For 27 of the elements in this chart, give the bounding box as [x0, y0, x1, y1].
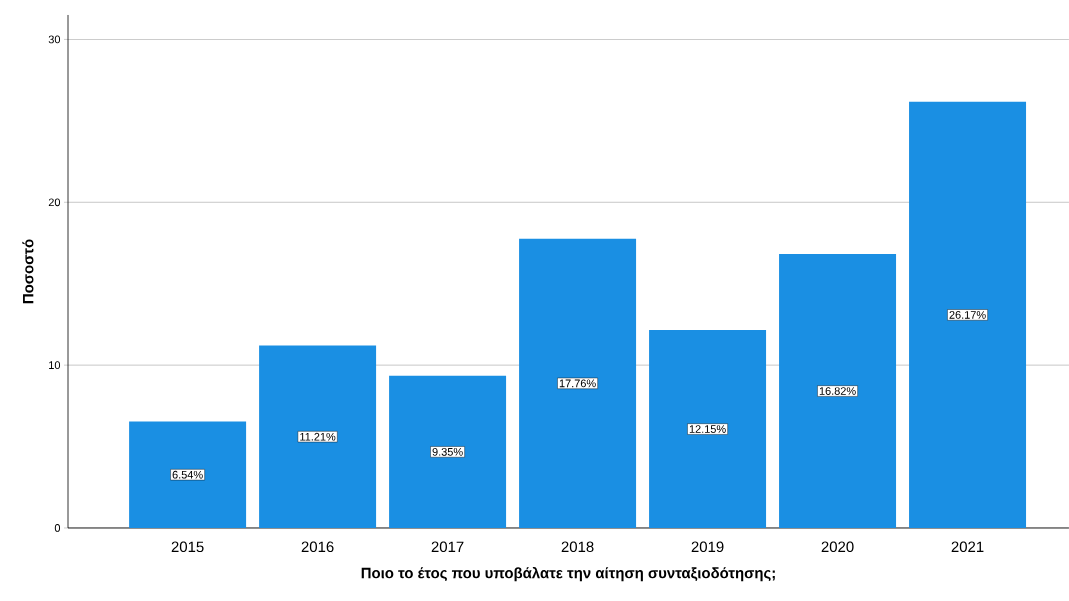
- bar: [129, 421, 247, 528]
- data-label: 16.82%: [819, 387, 856, 395]
- x-tick-label: 2021: [951, 541, 984, 553]
- data-label: 11.21%: [300, 432, 336, 441]
- y-tick-label: 20: [48, 198, 61, 207]
- bar: [519, 238, 637, 528]
- y-tick-label: 10: [49, 361, 61, 370]
- x-tick-label: 2020: [821, 541, 854, 553]
- data-label: 9.35%: [432, 447, 463, 456]
- x-tick-label: 2016: [301, 541, 334, 553]
- data-label: 26.17%: [949, 311, 986, 319]
- y-tick-label: 30: [48, 35, 61, 44]
- bar: [649, 330, 767, 528]
- bar: [389, 375, 507, 528]
- bar: [259, 345, 377, 528]
- y-tick-label: 0: [54, 524, 61, 532]
- data-label: 12.15%: [689, 425, 726, 433]
- bar: [779, 254, 897, 528]
- data-label: 6.54%: [172, 470, 203, 479]
- bar: [909, 101, 1027, 528]
- data-label: 17.76%: [559, 379, 596, 388]
- x-tick-label: 2015: [171, 541, 204, 553]
- x-axis-title: Ποιο το έτος που υποβάλατε την αίτηση συνταξιοδότησης;: [361, 566, 775, 582]
- x-tick-label: 2017: [431, 541, 464, 553]
- y-axis-title: Ποσοστό: [22, 239, 34, 304]
- x-tick-label: 2018: [561, 541, 594, 553]
- x-tick-label: 2019: [691, 541, 724, 553]
